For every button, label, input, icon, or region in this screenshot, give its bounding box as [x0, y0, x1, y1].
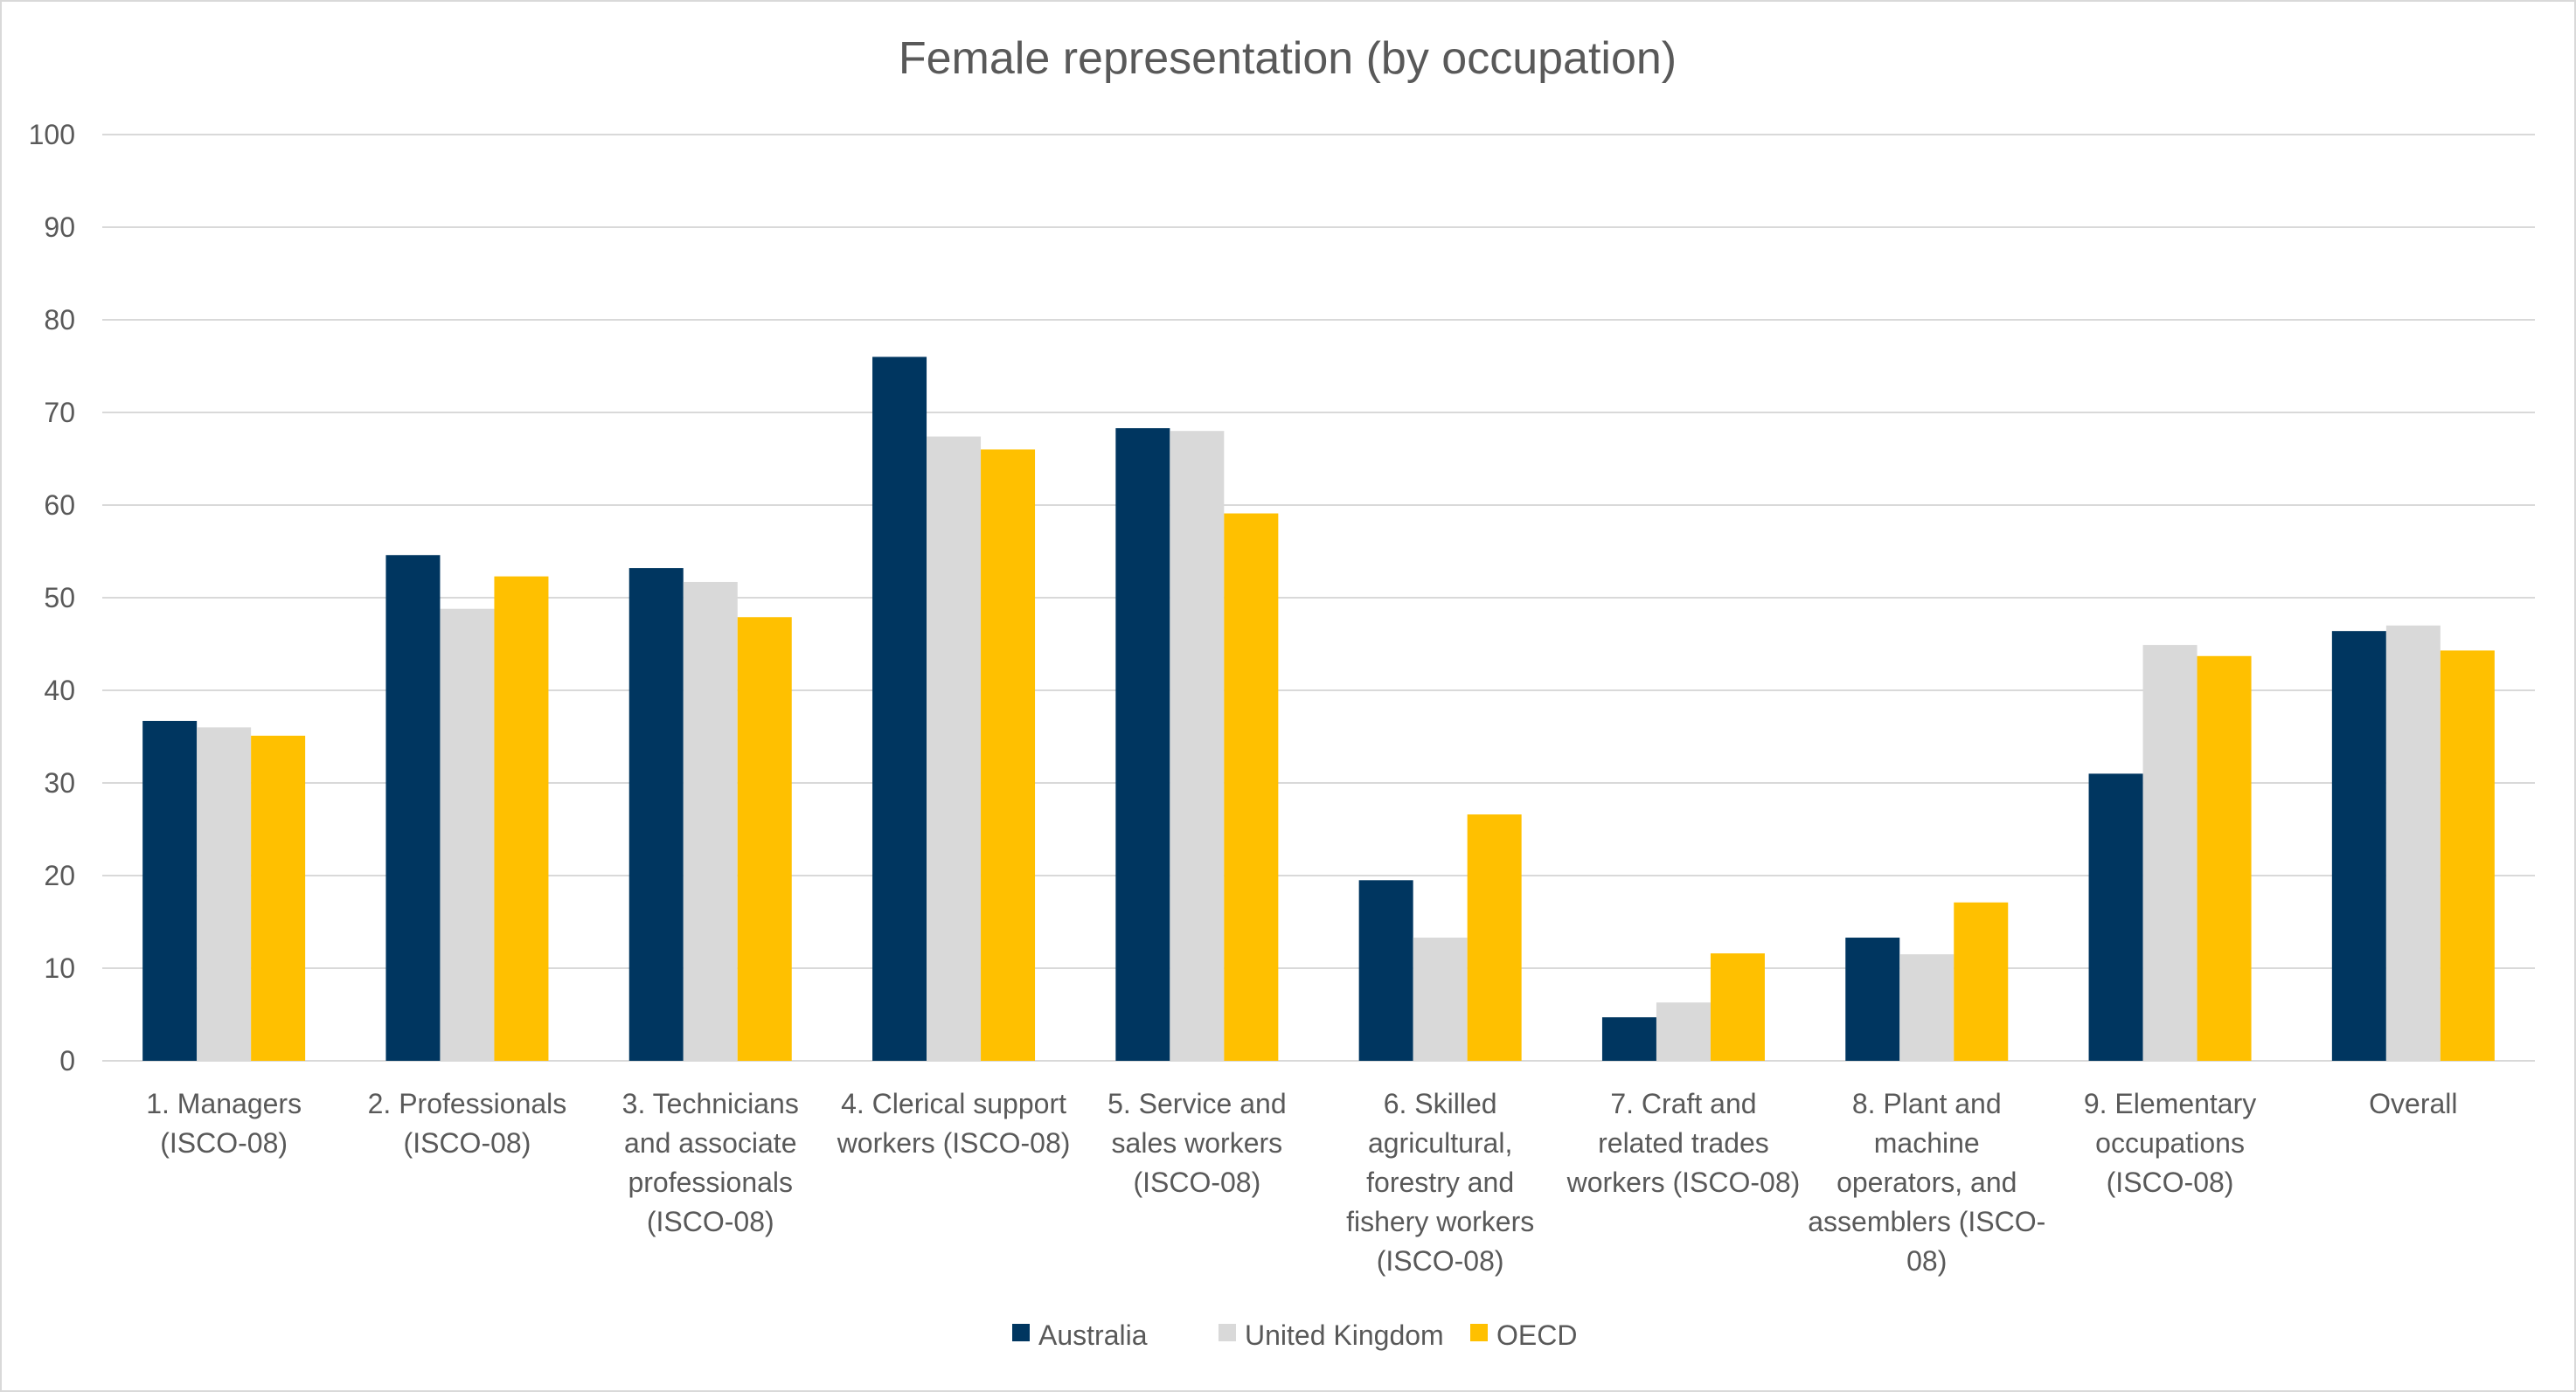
bar-oecd	[737, 617, 792, 1061]
x-tick-label-line: 1. Managers	[146, 1088, 302, 1119]
x-tick-label: 5. Service and sales workers (ISCO-08)	[1107, 1088, 1287, 1198]
x-tick-label-line: 9. Elementary	[2084, 1088, 2256, 1119]
bar-united-kingdom	[2385, 625, 2441, 1061]
bar-australia	[385, 555, 441, 1061]
x-tick-label-line: 5. Service and	[1107, 1088, 1287, 1119]
bar-united-kingdom	[2142, 645, 2198, 1061]
x-tick-label-line: (ISCO-08)	[647, 1206, 774, 1237]
x-tick-label-line: 08)	[1906, 1245, 1947, 1277]
x-tick-label-line: assemblers (ISCO-	[1808, 1206, 2045, 1237]
bar-united-kingdom	[927, 436, 982, 1061]
x-tick-label-line: (ISCO-08)	[2107, 1167, 2234, 1198]
bar-australia	[142, 720, 198, 1061]
x-tick-label-line: 6. Skilled	[1384, 1088, 1497, 1119]
y-tick-label: 50	[44, 582, 75, 613]
bar-australia	[628, 568, 684, 1061]
legend-label: OECD	[1496, 1319, 1577, 1351]
x-tick-label-line: (ISCO-08)	[1377, 1245, 1504, 1277]
bar-oecd	[1224, 513, 1279, 1061]
bar-australia	[1845, 938, 1900, 1061]
x-tick-label-line: forestry and	[1366, 1167, 1514, 1198]
x-tick-label: 6. Skilled agricultural, forestry and fishe…	[1346, 1088, 1534, 1277]
bar-oecd	[1467, 814, 1522, 1061]
bar-united-kingdom	[440, 608, 495, 1061]
bar-united-kingdom	[1413, 938, 1468, 1061]
y-tick-label: 100	[29, 119, 75, 150]
y-tick-label: 40	[44, 675, 75, 706]
bar-oecd	[1954, 902, 2009, 1061]
bar-australia	[1601, 1017, 1656, 1061]
legend-swatch	[1219, 1324, 1236, 1341]
x-tick-label-line: 4. Clerical support	[841, 1088, 1066, 1119]
bar-oecd	[494, 576, 549, 1061]
bar-united-kingdom	[197, 727, 252, 1061]
legend-label: United Kingdom	[1245, 1319, 1444, 1351]
bar-australia	[2331, 631, 2386, 1061]
y-tick-label: 80	[44, 304, 75, 336]
x-tick-label-line: 2. Professionals	[368, 1088, 567, 1119]
bar-australia	[872, 357, 927, 1061]
x-tick-label-line: professionals	[628, 1167, 793, 1198]
y-tick-label: 60	[44, 489, 75, 521]
x-tick-label: 8. Plant and machine operators, and assembl…	[1808, 1088, 2045, 1277]
x-tick-label: 9. Elementary occupations (ISCO-08)	[2084, 1088, 2256, 1198]
legend-label: Australia	[1038, 1319, 1148, 1351]
x-tick-label-line: related trades	[1598, 1127, 1769, 1159]
bar-australia	[1358, 880, 1413, 1061]
x-tick-label-line: Overall	[2369, 1088, 2457, 1119]
x-tick-label: 2. Professionals (ISCO-08)	[368, 1088, 567, 1159]
legend-swatch	[1012, 1324, 1030, 1341]
x-tick-label: 3. Technicians and associate professionals…	[622, 1088, 799, 1237]
y-tick-label: 90	[44, 211, 75, 243]
x-tick-label: Overall	[2369, 1088, 2457, 1119]
x-tick-label-line: 3. Technicians	[622, 1088, 799, 1119]
y-tick-label: 0	[59, 1045, 75, 1077]
bar-oecd	[251, 735, 306, 1061]
y-tick-label: 70	[44, 397, 75, 428]
bar-united-kingdom	[683, 581, 738, 1061]
y-tick-label: 30	[44, 767, 75, 799]
x-tick-label-line: (ISCO-08)	[160, 1127, 288, 1159]
bar-united-kingdom	[1899, 954, 1955, 1061]
x-tick-label-line: (ISCO-08)	[1133, 1167, 1260, 1198]
bar-united-kingdom	[1656, 1002, 1711, 1061]
x-tick-label-line: 8. Plant and	[1852, 1088, 2002, 1119]
x-tick-label-line: occupations	[2095, 1127, 2245, 1159]
x-tick-label-line: sales workers	[1112, 1127, 1283, 1159]
bar-oecd	[2197, 655, 2252, 1061]
x-tick-label-line: fishery workers	[1346, 1206, 1534, 1237]
x-tick-label-line: machine	[1874, 1127, 1980, 1159]
bar-australia	[2088, 773, 2143, 1061]
x-tick-label: 4. Clerical support workers (ISCO-08)	[837, 1088, 1071, 1159]
x-tick-label-line: and associate	[624, 1127, 796, 1159]
bar-oecd	[2440, 650, 2495, 1061]
x-tick-label: 1. Managers (ISCO-08)	[146, 1088, 302, 1159]
legend-swatch	[1470, 1324, 1488, 1341]
x-tick-label-line: operators, and	[1837, 1167, 2017, 1198]
bar-united-kingdom	[1170, 431, 1225, 1061]
bar-oecd	[1710, 953, 1765, 1061]
x-tick-label-line: workers (ISCO-08)	[837, 1127, 1071, 1159]
bar-australia	[1115, 428, 1170, 1061]
y-tick-label: 20	[44, 860, 75, 891]
y-tick-label: 10	[44, 952, 75, 984]
bar-oecd	[981, 449, 1036, 1061]
chart-title: Female representation (by occupation)	[899, 33, 1677, 84]
x-tick-label-line: (ISCO-08)	[404, 1127, 531, 1159]
x-tick-label-line: agricultural,	[1368, 1127, 1512, 1159]
x-tick-label-line: workers (ISCO-08)	[1566, 1167, 1801, 1198]
x-tick-label: 7. Craft and related trades workers (ISCO-…	[1566, 1088, 1801, 1198]
x-tick-label-line: 7. Craft and	[1610, 1088, 1756, 1119]
